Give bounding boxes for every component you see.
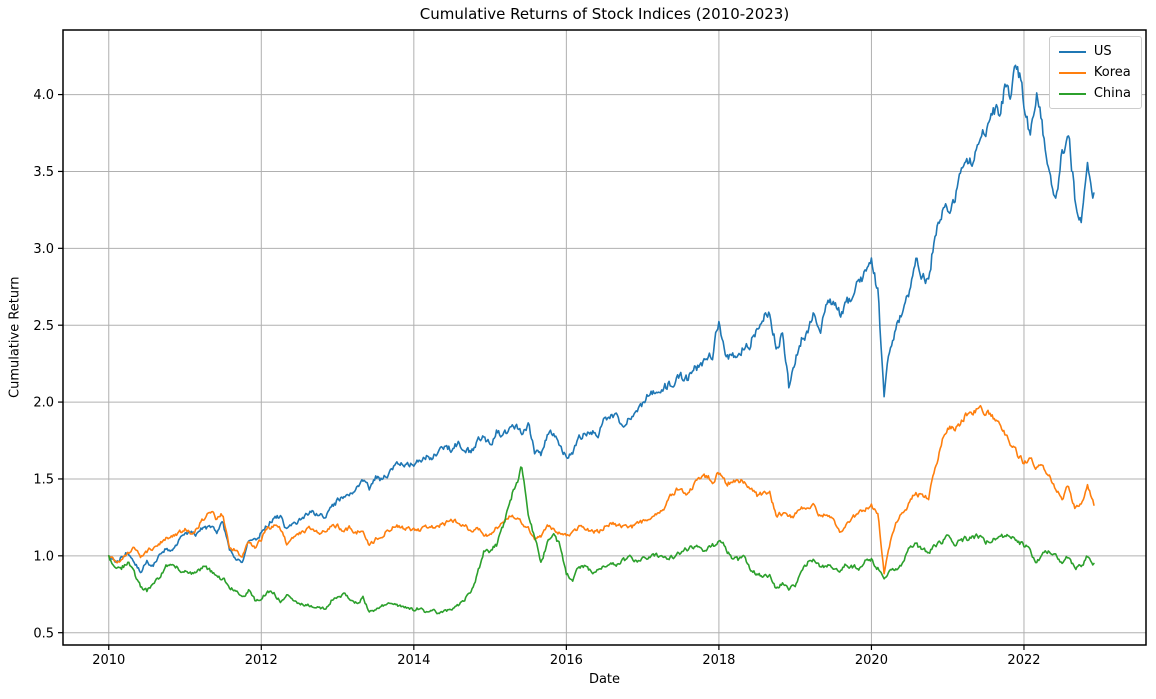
legend-item-us: US (1058, 44, 1131, 59)
y-tick-label-4.0: 4.0 (33, 88, 54, 103)
x-tick-label-2018: 2018 (702, 653, 735, 668)
y-tick-label-3.5: 3.5 (33, 165, 54, 180)
legend-line-swatch-us (1058, 50, 1086, 53)
x-tick-label-2016: 2016 (550, 653, 583, 668)
legend-label-china: China (1093, 86, 1131, 101)
y-tick-label-3.0: 3.0 (33, 242, 54, 257)
x-tick-label-2010: 2010 (92, 653, 125, 668)
legend-label-us: US (1093, 44, 1112, 59)
x-tick-label-2022: 2022 (1007, 653, 1040, 668)
legend-item-korea: Korea (1058, 65, 1131, 80)
y-tick-label-1.0: 1.0 (33, 549, 54, 564)
y-tick-label-1.5: 1.5 (33, 473, 54, 488)
series-line-china (108, 466, 1095, 615)
y-tick-label-2.5: 2.5 (33, 319, 54, 334)
y-axis-label: Cumulative Return (7, 276, 23, 399)
legend: US Korea China (1048, 36, 1142, 109)
x-axis-label: Date (588, 672, 621, 687)
series-line-korea (108, 404, 1095, 575)
y-tick-label-2.0: 2.0 (33, 396, 54, 411)
series-line-us (108, 64, 1095, 574)
legend-line-swatch-korea (1058, 71, 1086, 74)
legend-line-swatch-china (1058, 92, 1086, 95)
y-tick-label-0.5: 0.5 (33, 626, 54, 641)
chart-title: Cumulative Returns of Stock Indices (201… (419, 5, 790, 23)
x-tick-label-2014: 2014 (397, 653, 430, 668)
legend-item-china: China (1058, 86, 1131, 101)
x-tick-label-2020: 2020 (855, 653, 888, 668)
x-tick-label-2012: 2012 (245, 653, 278, 668)
axes-frame (62, 29, 1147, 646)
legend-label-korea: Korea (1093, 65, 1131, 80)
